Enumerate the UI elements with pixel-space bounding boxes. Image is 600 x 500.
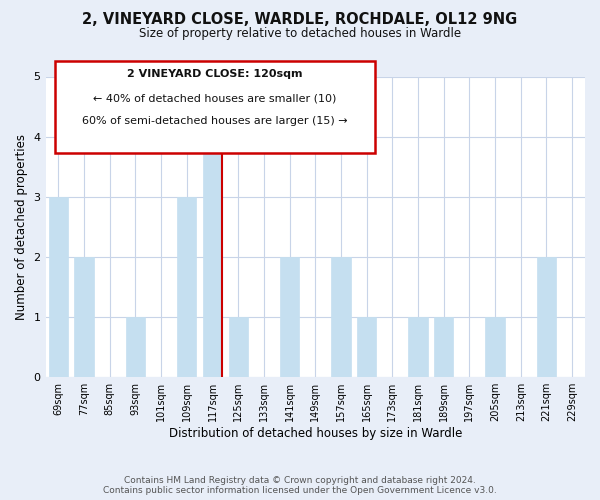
- Text: 2 VINEYARD CLOSE: 120sqm: 2 VINEYARD CLOSE: 120sqm: [127, 68, 303, 78]
- Bar: [409, 317, 428, 377]
- Bar: [280, 257, 299, 377]
- Y-axis label: Number of detached properties: Number of detached properties: [15, 134, 28, 320]
- Bar: [229, 317, 248, 377]
- Bar: [74, 257, 94, 377]
- Bar: [177, 197, 196, 377]
- Text: Size of property relative to detached houses in Wardle: Size of property relative to detached ho…: [139, 28, 461, 40]
- Bar: [331, 257, 350, 377]
- Text: Contains HM Land Registry data © Crown copyright and database right 2024.: Contains HM Land Registry data © Crown c…: [124, 476, 476, 485]
- Text: ← 40% of detached houses are smaller (10): ← 40% of detached houses are smaller (10…: [94, 94, 337, 104]
- Bar: [485, 317, 505, 377]
- Bar: [203, 136, 222, 377]
- Text: 2, VINEYARD CLOSE, WARDLE, ROCHDALE, OL12 9NG: 2, VINEYARD CLOSE, WARDLE, ROCHDALE, OL1…: [82, 12, 518, 28]
- Bar: [434, 317, 454, 377]
- Bar: [357, 317, 376, 377]
- Text: Contains public sector information licensed under the Open Government Licence v3: Contains public sector information licen…: [103, 486, 497, 495]
- Text: 60% of semi-detached houses are larger (15) →: 60% of semi-detached houses are larger (…: [82, 116, 348, 126]
- Bar: [49, 197, 68, 377]
- Bar: [126, 317, 145, 377]
- X-axis label: Distribution of detached houses by size in Wardle: Distribution of detached houses by size …: [169, 427, 462, 440]
- Bar: [537, 257, 556, 377]
